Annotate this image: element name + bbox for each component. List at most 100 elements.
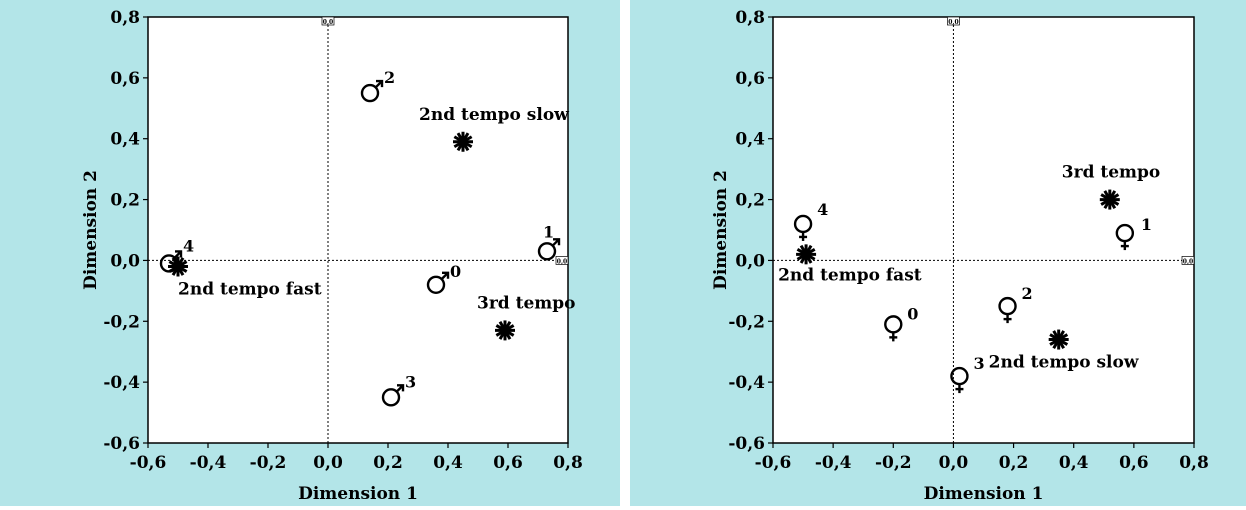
origin-tag-top: 0,0 [947,16,960,26]
point-label: 2nd tempo slow [989,353,1139,373]
plot-area [772,16,1195,444]
group-point: 3 [381,372,416,407]
origin-tag-top-label: 0,0 [948,19,958,26]
point-label: 3rd tempo [477,293,575,313]
male-symbol-arrow-head [397,384,405,392]
y-tick-label: 0,2 [735,191,765,211]
origin-tag-top: 0,0 [321,16,335,26]
point-label: 2nd tempo fast [178,280,322,300]
origin-tag-top-box [947,16,960,26]
x-tick-label: 0,6 [493,453,523,473]
y-tick-label: -0,6 [728,434,765,454]
x-tick-label: 0,4 [433,453,463,473]
category-point: 3rd tempo [1062,163,1160,210]
origin-tag-right-label: 0,0 [557,258,567,265]
origin-tag-right-box [1181,256,1195,265]
plot-area [147,16,569,444]
male-symbol-ring [426,275,446,294]
category-point: 2nd tempo slow [989,329,1139,373]
asterisk-core [1105,195,1114,204]
category-point: 2nd tempo fast [778,244,922,285]
category-point: 2nd tempo fast [168,256,322,300]
x-axis-label: Dimension 1 [924,484,1044,504]
point-label: 2 [1022,284,1033,303]
male-symbol-arrow-head [376,79,384,88]
y-tick-label: -0,4 [103,373,140,393]
category-point: 3rd tempo [477,293,575,341]
y-axis-label: Dimension 2 [81,170,101,290]
group-point: 0 [884,304,918,342]
point-label: 3 [405,372,416,391]
chart-panel-right: 0,0 0,0 -0,6 -0,4 -0,2 0,0 0,2 0,4 0,6 0,8 -0,6 -0,… [630,0,1246,506]
group-point: 3 [950,354,985,394]
y-tick-label: 0,6 [110,69,140,89]
y-tick-label: -0,2 [728,312,765,332]
y-tick-label: 0,4 [735,130,765,150]
male-symbol-ring [381,388,401,407]
y-tick-label: 0,8 [735,8,765,28]
x-tick-label: 0,8 [1179,453,1209,473]
x-tick-label: -0,6 [130,453,167,473]
origin-tag-right-label: 0,0 [1183,258,1193,265]
y-tick-label: -0,6 [103,434,140,454]
male-symbol-ring [537,242,557,261]
asterisk-core [174,262,182,271]
male-symbol-arrow-head [553,238,561,246]
origin-tag-top-label: 0,0 [323,19,333,26]
point-label: 0 [450,262,461,281]
chart-panel-left: 0,0 0,0 -0,6 -0,4 -0,2 0,0 0,2 0,4 0,6 0,8 -0,6 -0,… [0,0,620,506]
x-tick-label: 0,2 [999,453,1029,473]
y-tick-label: 0,0 [110,251,140,271]
group-point: 2 [360,68,395,103]
scatter-chart: 0,0 0,0 -0,6 -0,4 -0,2 0,0 0,2 0,4 0,6 0,8 -0,6 -0,… [0,0,620,506]
point-label: 1 [543,222,554,241]
group-point: 1 [1115,215,1152,251]
category-point: 2nd tempo slow [419,105,569,152]
point-label: 2 [384,68,395,87]
x-tick-label: 0,4 [1059,453,1089,473]
x-tick-label: 0,6 [1119,453,1149,473]
point-label: 1 [1141,215,1152,234]
asterisk-core [802,250,811,259]
y-tick-label: 0,8 [110,8,140,28]
asterisk-core [501,326,509,335]
male-symbol-ring [360,83,380,103]
point-label: 0 [907,304,918,323]
y-tick-label: -0,2 [103,312,140,332]
x-tick-label: -0,6 [755,453,792,473]
y-tick-label: 0,6 [735,69,765,89]
y-tick-label: 0,4 [110,130,140,150]
y-tick-label: -0,4 [728,373,765,393]
x-tick-label: 0,0 [313,453,343,473]
x-axis-label: Dimension 1 [298,484,418,504]
point-label: 4 [183,236,194,255]
scatter-chart: 0,0 0,0 -0,6 -0,4 -0,2 0,0 0,2 0,4 0,6 0,8 -0,6 -0,… [630,0,1246,506]
group-point: 1 [537,222,561,261]
y-tick-label: 0,0 [735,251,765,271]
point-label: 2nd tempo fast [778,265,922,285]
point-label: 3rd tempo [1062,163,1160,183]
asterisk-core [459,137,467,146]
point-label: 3 [973,354,984,373]
origin-tag-right: 0,0 [555,256,569,265]
x-tick-label: -0,2 [250,453,287,473]
x-tick-label: 0,8 [553,453,583,473]
y-axis-label: Dimension 2 [711,170,731,290]
x-tick-label: -0,2 [875,453,912,473]
origin-tag-right-box [555,256,569,265]
point-label: 4 [817,200,828,219]
group-point: 4 [793,200,828,241]
x-tick-label: 0,0 [939,453,969,473]
point-label: 2nd tempo slow [419,105,569,125]
male-symbol-arrow-head [442,271,450,279]
x-tick-label: -0,4 [190,453,227,473]
x-tick-label: -0,4 [815,453,852,473]
group-point: 0 [426,262,461,294]
asterisk-core [1054,335,1063,344]
group-point: 2 [998,284,1033,324]
x-tick-label: 0,2 [373,453,403,473]
origin-tag-top-box [321,16,335,26]
male-symbol-arrow-head [175,250,183,258]
origin-tag-right: 0,0 [1181,256,1195,265]
y-tick-label: 0,2 [110,191,140,211]
